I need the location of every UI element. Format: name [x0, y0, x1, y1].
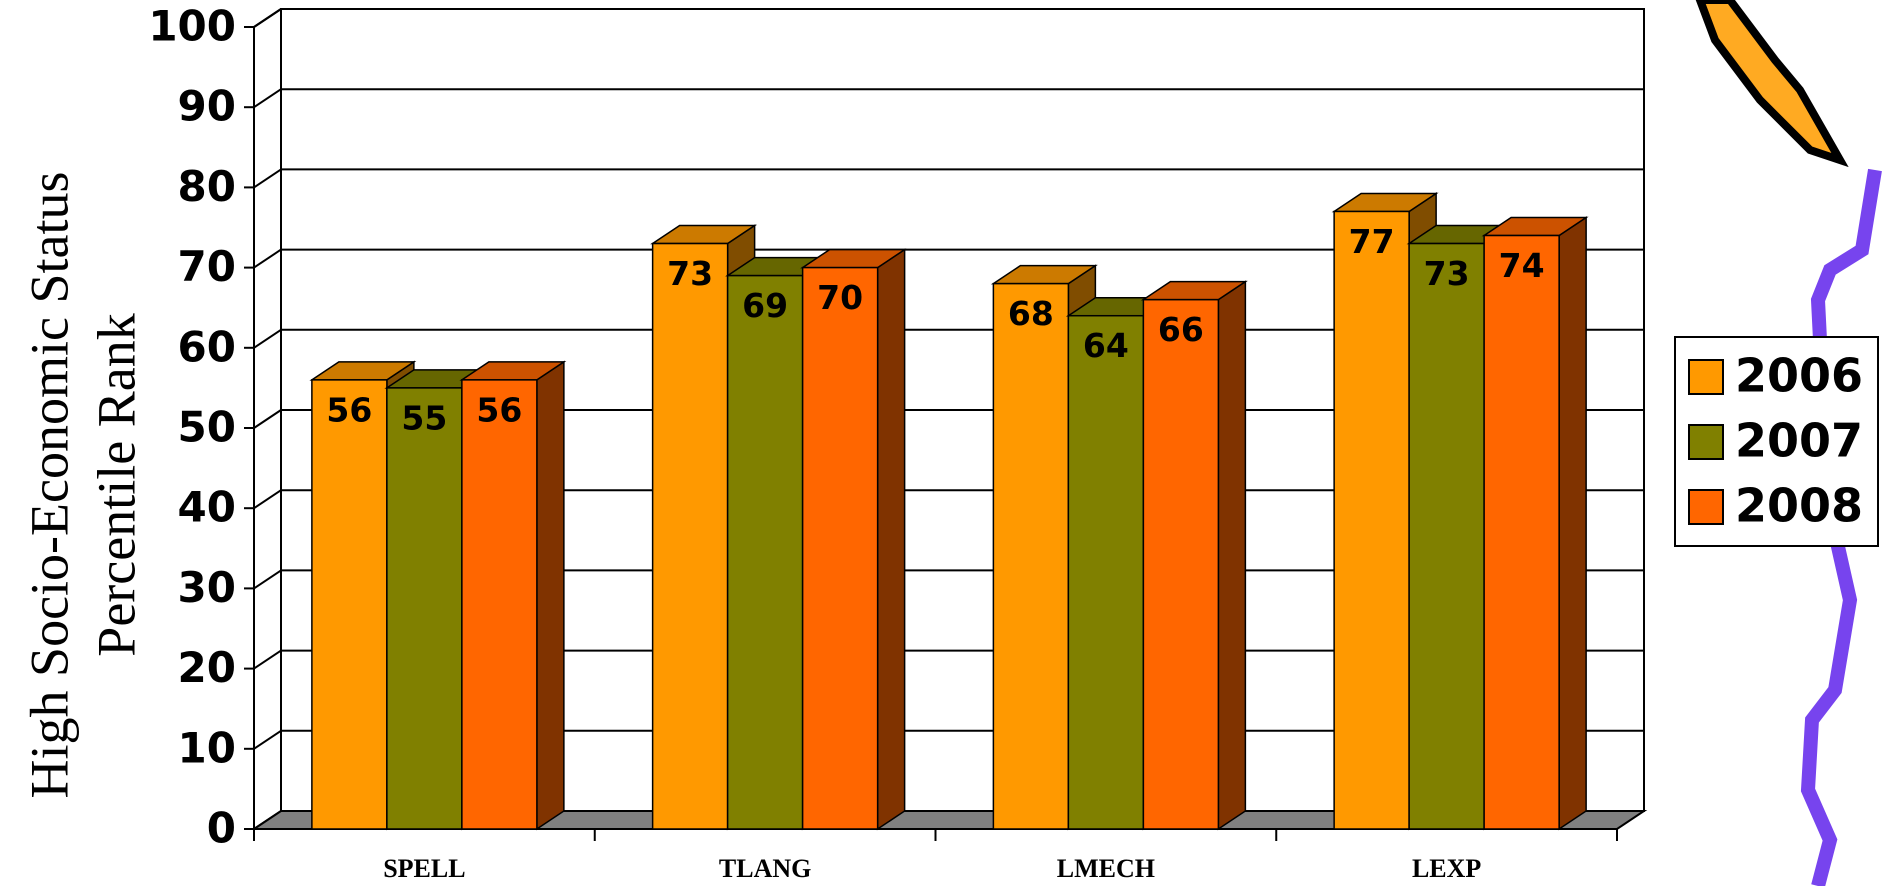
- y-tick-label: 90: [178, 82, 236, 131]
- bar-side: [536, 360, 565, 831]
- bar: [801, 266, 879, 830]
- x-tick-label: LEXP: [1412, 854, 1481, 883]
- grid-line: [253, 489, 282, 510]
- value-label: 73: [667, 254, 713, 293]
- y-tick-label: 60: [178, 322, 236, 371]
- value-label: 77: [1349, 222, 1395, 261]
- grid-line: [253, 729, 282, 750]
- value-label: 64: [1083, 326, 1129, 365]
- y-tick-label: 70: [178, 242, 236, 291]
- grid-line: [253, 248, 282, 269]
- legend-label: 2006: [1735, 349, 1863, 403]
- bar-side: [876, 248, 906, 831]
- bar: [992, 282, 1070, 830]
- bar: [1483, 234, 1560, 830]
- y-tick-label: 30: [178, 563, 236, 612]
- value-label: 69: [742, 286, 788, 325]
- y-axis-label: Percentile Rank: [86, 313, 146, 656]
- bar: [311, 379, 388, 830]
- value-label: 55: [401, 398, 447, 437]
- y-axis-label: High Socio-Economic Status: [19, 172, 79, 799]
- y-tick-label: 20: [178, 643, 236, 692]
- bar: [1333, 210, 1410, 830]
- x-tick-label: TLANG: [719, 854, 811, 883]
- y-tick-label: 80: [178, 162, 236, 211]
- value-label: 74: [1499, 246, 1545, 285]
- y-tick-label: 100: [148, 2, 236, 51]
- grid-line: [253, 8, 282, 28]
- grid-line: [253, 569, 282, 590]
- value-label: 68: [1008, 294, 1054, 333]
- value-label: 56: [326, 390, 372, 429]
- legend-swatch: [1688, 489, 1724, 525]
- grid-line: [253, 168, 282, 189]
- bar-side: [1217, 280, 1247, 831]
- bar: [1142, 298, 1220, 830]
- y-tick-label: 10: [178, 723, 236, 772]
- bar: [651, 242, 729, 830]
- grid-line: [253, 409, 282, 429]
- legend-swatch: [1688, 424, 1724, 460]
- bar-side: [1558, 216, 1587, 831]
- value-label: 70: [817, 278, 863, 317]
- decoration-pencil: [1695, 0, 1849, 168]
- x-tick-label: SPELL: [383, 854, 465, 883]
- legend-label: 2007: [1735, 414, 1863, 468]
- x-tick-label: LMECH: [1057, 854, 1155, 883]
- grid-line: [253, 649, 282, 670]
- legend-label: 2008: [1735, 479, 1863, 533]
- bar: [726, 274, 804, 830]
- grid-line: [253, 328, 282, 349]
- bar: [461, 379, 538, 830]
- y-tick-label: 40: [178, 483, 236, 532]
- legend-swatch: [1688, 359, 1724, 395]
- value-label: 73: [1424, 254, 1470, 293]
- bar: [1408, 242, 1485, 830]
- value-label: 66: [1158, 310, 1204, 349]
- value-label: 56: [476, 390, 522, 429]
- bar: [386, 387, 463, 830]
- y-tick-label: 50: [178, 403, 236, 452]
- bar: [1067, 314, 1145, 830]
- y-tick-label: 0: [207, 804, 236, 853]
- grid-line: [253, 88, 282, 109]
